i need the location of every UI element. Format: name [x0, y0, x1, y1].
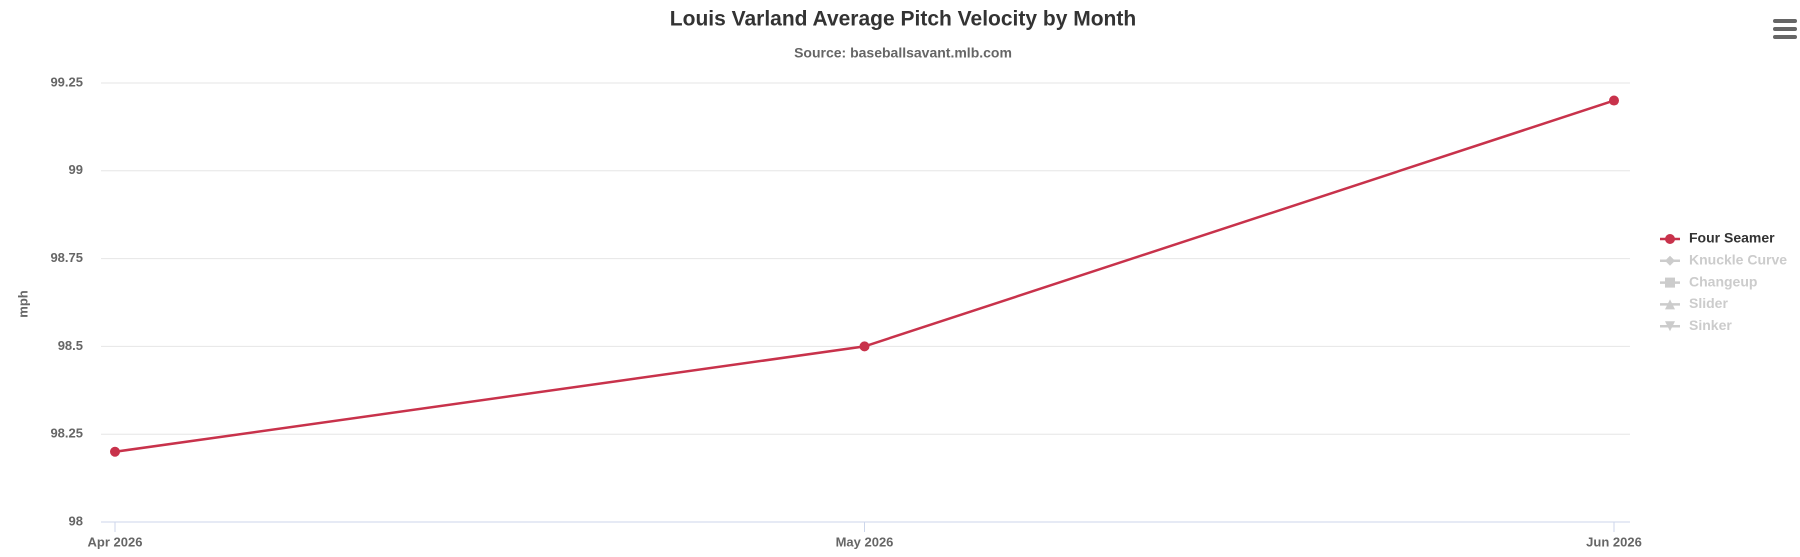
legend-item[interactable]: Sinker [1689, 317, 1732, 333]
chart-subtitle: Source: baseballsavant.mlb.com [794, 45, 1012, 61]
series-line [114, 99, 1615, 453]
legend-item[interactable]: Knuckle Curve [1689, 252, 1787, 268]
legend-item[interactable]: Slider [1689, 295, 1728, 311]
legend-symbol [1665, 234, 1675, 244]
data-point [1609, 95, 1619, 106]
chart-title: Louis Varland Average Pitch Velocity by … [670, 8, 1136, 31]
y-tick-label: 99 [69, 162, 83, 177]
legend-symbol [1665, 277, 1675, 288]
x-tick-label: Jun 2026 [1586, 534, 1642, 549]
legend-symbol [1665, 321, 1675, 332]
legend-item[interactable]: Changeup [1689, 273, 1757, 289]
y-tick-label: 98.5 [58, 338, 83, 353]
x-tick-label: Apr 2026 [88, 534, 143, 549]
x-tick-label: May 2026 [836, 534, 894, 549]
legend-symbol [1665, 299, 1675, 310]
y-tick-label: 98 [69, 513, 83, 528]
menu-button[interactable] [1773, 19, 1797, 39]
y-tick-label: 99.25 [50, 74, 83, 89]
y-axis-title: mph [15, 290, 30, 318]
legend-item[interactable]: Four Seamer [1689, 230, 1775, 246]
y-tick-label: 98.75 [50, 250, 83, 265]
data-point [110, 446, 120, 457]
legend-symbol [1665, 255, 1675, 266]
data-point [859, 341, 870, 352]
y-tick-label: 98.25 [50, 426, 83, 441]
